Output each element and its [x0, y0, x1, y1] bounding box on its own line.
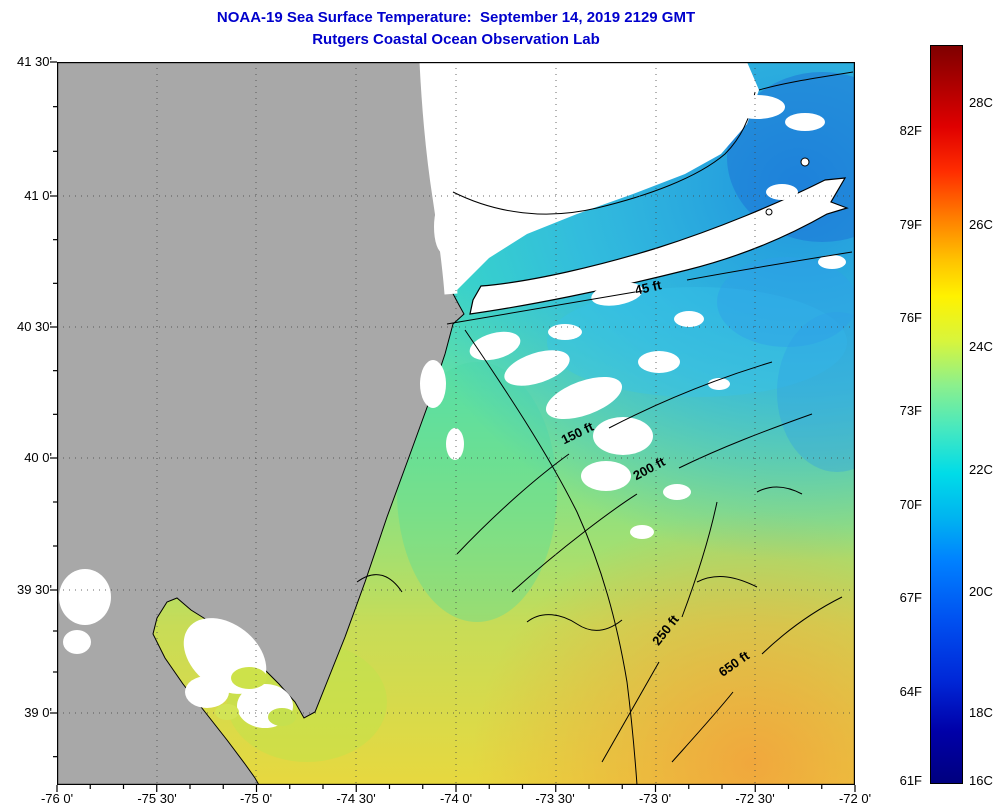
colorbar-c-tick: 28C — [969, 95, 993, 110]
sst-map-canvas — [50, 61, 856, 792]
temperature-colorbar — [930, 45, 963, 784]
colorbar-f-tick: 67F — [899, 590, 922, 605]
graticule-grid — [57, 62, 855, 785]
colorbar-f-tick: 76F — [899, 310, 922, 325]
map-plot-area: 45 ft 150 ft 200 ft 250 ft 650 ft — [50, 61, 856, 792]
colorbar-c-tick: 26C — [969, 217, 993, 232]
delaware-bay-patches — [215, 667, 296, 726]
rhode-island-coastline — [758, 71, 854, 91]
x-axis-tick-label: -72 0' — [838, 791, 872, 806]
depth-contours — [356, 251, 853, 785]
map-frame-border — [57, 62, 855, 785]
x-axis-tick-label: -75 0' — [239, 791, 273, 806]
y-axis-tick-label: 39 0' — [24, 705, 52, 720]
colorbar-c-tick: 18C — [969, 705, 993, 720]
x-axis-tick-label: -74 30' — [336, 791, 376, 806]
small-island — [765, 208, 773, 216]
x-axis-tick-label: -74 0' — [439, 791, 473, 806]
colorbar-f-tick: 70F — [899, 497, 922, 512]
x-axis-tick-label: -73 0' — [638, 791, 672, 806]
colorbar-c-tick: 22C — [969, 462, 993, 477]
colorbar-f-tick: 79F — [899, 217, 922, 232]
connecticut-coastline — [452, 91, 756, 215]
y-axis-tick-label: 41 0' — [24, 188, 52, 203]
y-axis-tick-label: 40 30' — [16, 319, 52, 334]
x-axis-tick-label: -76 0' — [40, 791, 74, 806]
map-subtitle: Rutgers Coastal Ocean Observation Lab — [312, 31, 600, 48]
colorbar-c-tick: 16C — [969, 773, 993, 788]
x-axis-tick-label: -75 30' — [137, 791, 177, 806]
x-axis-tick-label: -72 30' — [735, 791, 775, 806]
colorbar-c-tick: 24C — [969, 339, 993, 354]
colorbar-f-tick: 61F — [899, 773, 922, 788]
map-title: NOAA-19 Sea Surface Temperature: Septemb… — [216, 9, 696, 26]
y-axis-tick-label: 40 0' — [24, 450, 52, 465]
title-block: NOAA-19 Sea Surface Temperature: Septemb… — [57, 7, 855, 51]
colorbar-c-tick: 20C — [969, 584, 993, 599]
colorbar-f-tick: 64F — [899, 684, 922, 699]
y-axis-tick-label: 41 30' — [16, 54, 52, 69]
li-sound-region — [423, 62, 759, 292]
y-axis-tick-label: 39 30' — [16, 582, 52, 597]
block-island — [800, 157, 810, 167]
axis-ticks — [50, 61, 856, 792]
colorbar-f-tick: 82F — [899, 123, 922, 138]
colorbar-f-tick: 73F — [899, 403, 922, 418]
x-axis-tick-label: -73 30' — [535, 791, 575, 806]
